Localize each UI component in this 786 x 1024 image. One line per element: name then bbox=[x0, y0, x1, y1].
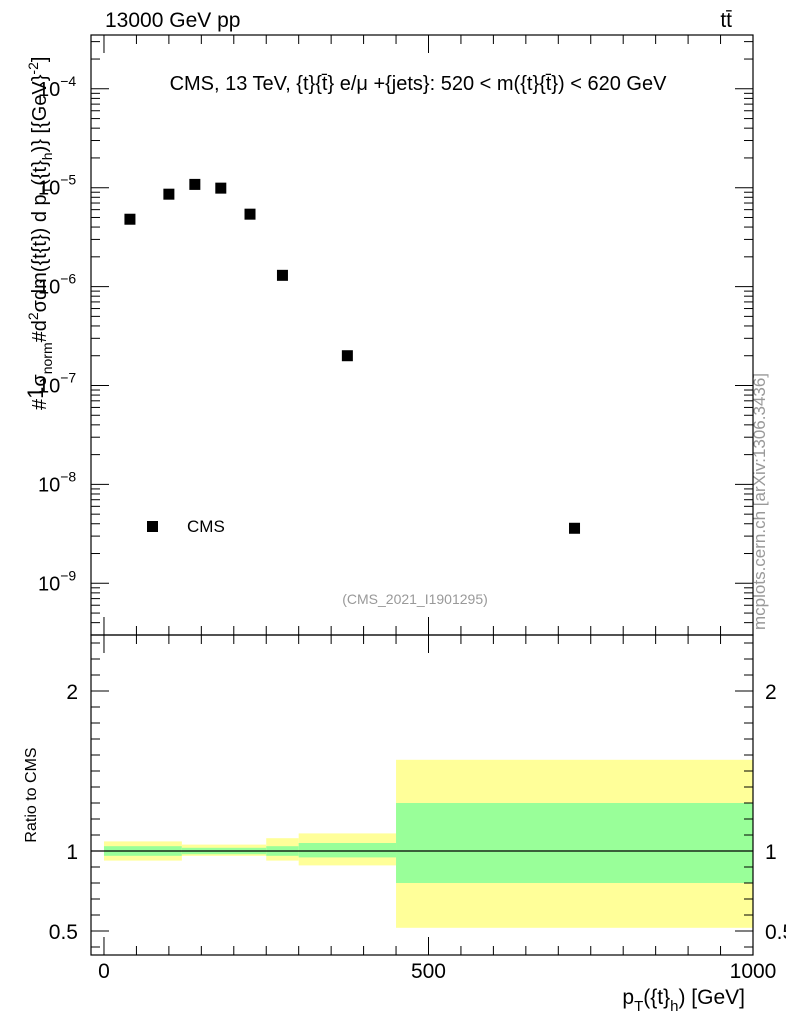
y-tick-label: 10−9 bbox=[38, 567, 76, 595]
y-tick-label: 10−7 bbox=[38, 369, 76, 397]
ratio-y-axis-label: Ratio to CMS bbox=[23, 747, 40, 842]
source-watermark: mcplots.cern.ch [arXiv:1306.3436] bbox=[750, 373, 769, 630]
ratio-panel: 0.5 0.5 1 1 2 2 0 500 1000 bbox=[49, 634, 786, 983]
uncertainty-bands bbox=[103, 759, 753, 928]
main-panel: 10−9 10−8 10−7 10−6 10−5 10−4 CMS, 13 TeV, {t… bbox=[38, 34, 754, 636]
y-tick-label: 10−6 bbox=[38, 271, 76, 299]
data-point bbox=[215, 182, 227, 194]
data-point bbox=[276, 269, 288, 281]
energy-label: 13000 GeV pp bbox=[105, 9, 240, 32]
data-point bbox=[341, 350, 353, 362]
plot-title: CMS, 13 TeV, {t}{t̄} e/μ +{jets}: 520 < … bbox=[170, 73, 668, 95]
y-tick-label: 10−8 bbox=[38, 468, 76, 496]
main-y-tick-labels: 10−9 10−8 10−7 10−6 10−5 10−4 bbox=[38, 73, 76, 595]
data-point bbox=[569, 522, 581, 534]
data-point bbox=[244, 208, 256, 220]
main-tick-marks bbox=[91, 35, 754, 636]
data-point bbox=[189, 178, 201, 190]
legend-marker bbox=[147, 521, 158, 532]
x-tick-label: 1000 bbox=[730, 960, 777, 983]
legend-label: CMS bbox=[187, 517, 225, 536]
ratio-y-tick-labels: 0.5 0.5 1 1 2 2 bbox=[49, 681, 786, 944]
x-tick-label: 500 bbox=[411, 960, 446, 983]
data-point bbox=[163, 188, 175, 200]
ratio-y-tick-label-left: 2 bbox=[66, 681, 78, 704]
data-point bbox=[124, 213, 136, 225]
ratio-y-tick-label-right: 1 bbox=[765, 841, 777, 864]
x-tick-labels: 0 500 1000 bbox=[98, 960, 776, 983]
inner-uncertainty-band bbox=[396, 803, 753, 883]
ratio-y-tick-label-right: 2 bbox=[765, 681, 777, 704]
analysis-watermark: (CMS_2021_I1901295) bbox=[342, 591, 488, 607]
x-tick-label: 0 bbox=[98, 960, 110, 983]
data-points bbox=[124, 178, 581, 534]
ratio-frame bbox=[90, 634, 754, 956]
ratio-y-tick-label-left: 1 bbox=[66, 841, 78, 864]
ratio-tick-marks bbox=[91, 635, 754, 955]
x-axis-label: pT({t}h) [GeV] bbox=[622, 986, 745, 1015]
ratio-y-tick-label-left: 0.5 bbox=[49, 921, 78, 944]
main-y-axis-label: #1σnorm#d2σdm({t{t}) d pT({t}h)} [{GeV}-… bbox=[23, 57, 55, 410]
y-tick-label: 10−4 bbox=[38, 73, 76, 101]
inner-uncertainty-band bbox=[298, 843, 397, 858]
y-tick-label: 10−5 bbox=[38, 172, 76, 200]
process-label: tt̄ bbox=[720, 9, 732, 32]
ratio-y-tick-label-right: 0.5 bbox=[765, 921, 786, 944]
main-frame bbox=[90, 34, 754, 636]
